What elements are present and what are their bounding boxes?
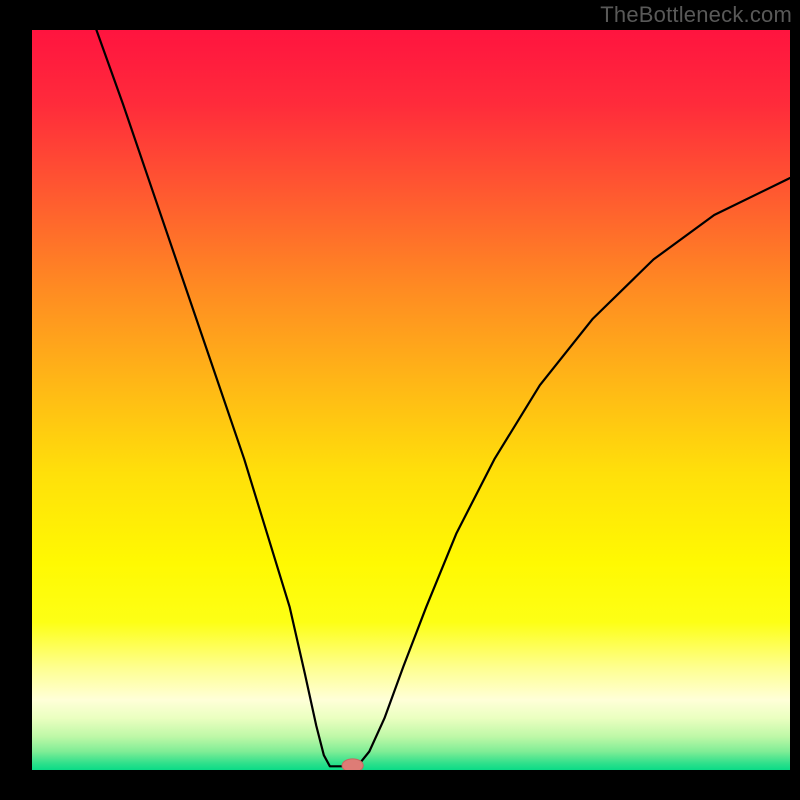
chart-container: TheBottleneck.com [0,0,800,800]
bottleneck-chart [0,0,800,800]
watermark-text: TheBottleneck.com [600,2,792,28]
plot-gradient-background [32,30,790,770]
